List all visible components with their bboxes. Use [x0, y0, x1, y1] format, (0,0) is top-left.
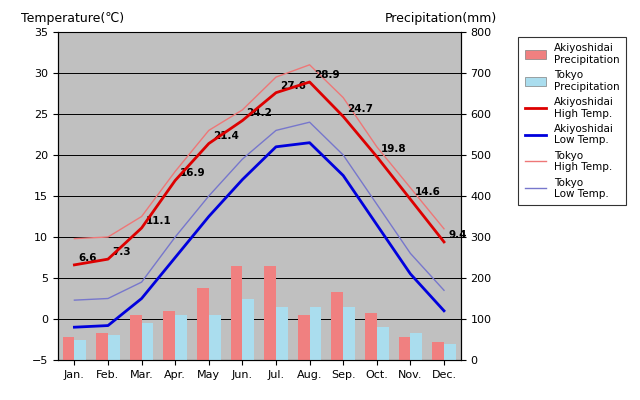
Bar: [444, 344, 456, 360]
Bar: [276, 307, 288, 360]
Text: Precipitation(mm): Precipitation(mm): [385, 12, 497, 26]
Legend: Akiyoshidai
Precipitation, Tokyo
Precipitation, Akiyoshidai
High Temp., Akiyoshi: Akiyoshidai Precipitation, Tokyo Precipi…: [518, 37, 626, 205]
Text: 24.2: 24.2: [246, 108, 273, 118]
Bar: [163, 311, 175, 360]
Bar: [141, 323, 154, 360]
Text: 14.6: 14.6: [415, 187, 440, 197]
Bar: [332, 292, 343, 360]
Bar: [243, 298, 254, 360]
Bar: [343, 307, 355, 360]
Text: 16.9: 16.9: [179, 168, 205, 178]
Text: 24.7: 24.7: [348, 104, 373, 114]
Text: 19.8: 19.8: [381, 144, 406, 154]
Text: 28.9: 28.9: [314, 70, 339, 80]
Bar: [264, 266, 276, 360]
Bar: [230, 266, 243, 360]
Bar: [410, 333, 422, 360]
Text: 27.6: 27.6: [280, 80, 306, 90]
Text: 21.4: 21.4: [213, 131, 239, 141]
Bar: [108, 335, 120, 360]
Bar: [310, 307, 321, 360]
Bar: [209, 315, 221, 360]
Bar: [298, 315, 310, 360]
Bar: [130, 315, 141, 360]
Bar: [96, 333, 108, 360]
Bar: [197, 288, 209, 360]
Text: 7.3: 7.3: [112, 247, 131, 257]
Bar: [377, 327, 388, 360]
Bar: [63, 338, 74, 360]
Text: 11.1: 11.1: [146, 216, 172, 226]
Bar: [74, 340, 86, 360]
Text: Temperature(℃): Temperature(℃): [21, 12, 124, 26]
Bar: [175, 315, 187, 360]
Bar: [399, 338, 410, 360]
Text: 9.4: 9.4: [448, 230, 467, 240]
Bar: [432, 342, 444, 360]
Bar: [365, 313, 377, 360]
Text: 6.6: 6.6: [79, 253, 97, 263]
